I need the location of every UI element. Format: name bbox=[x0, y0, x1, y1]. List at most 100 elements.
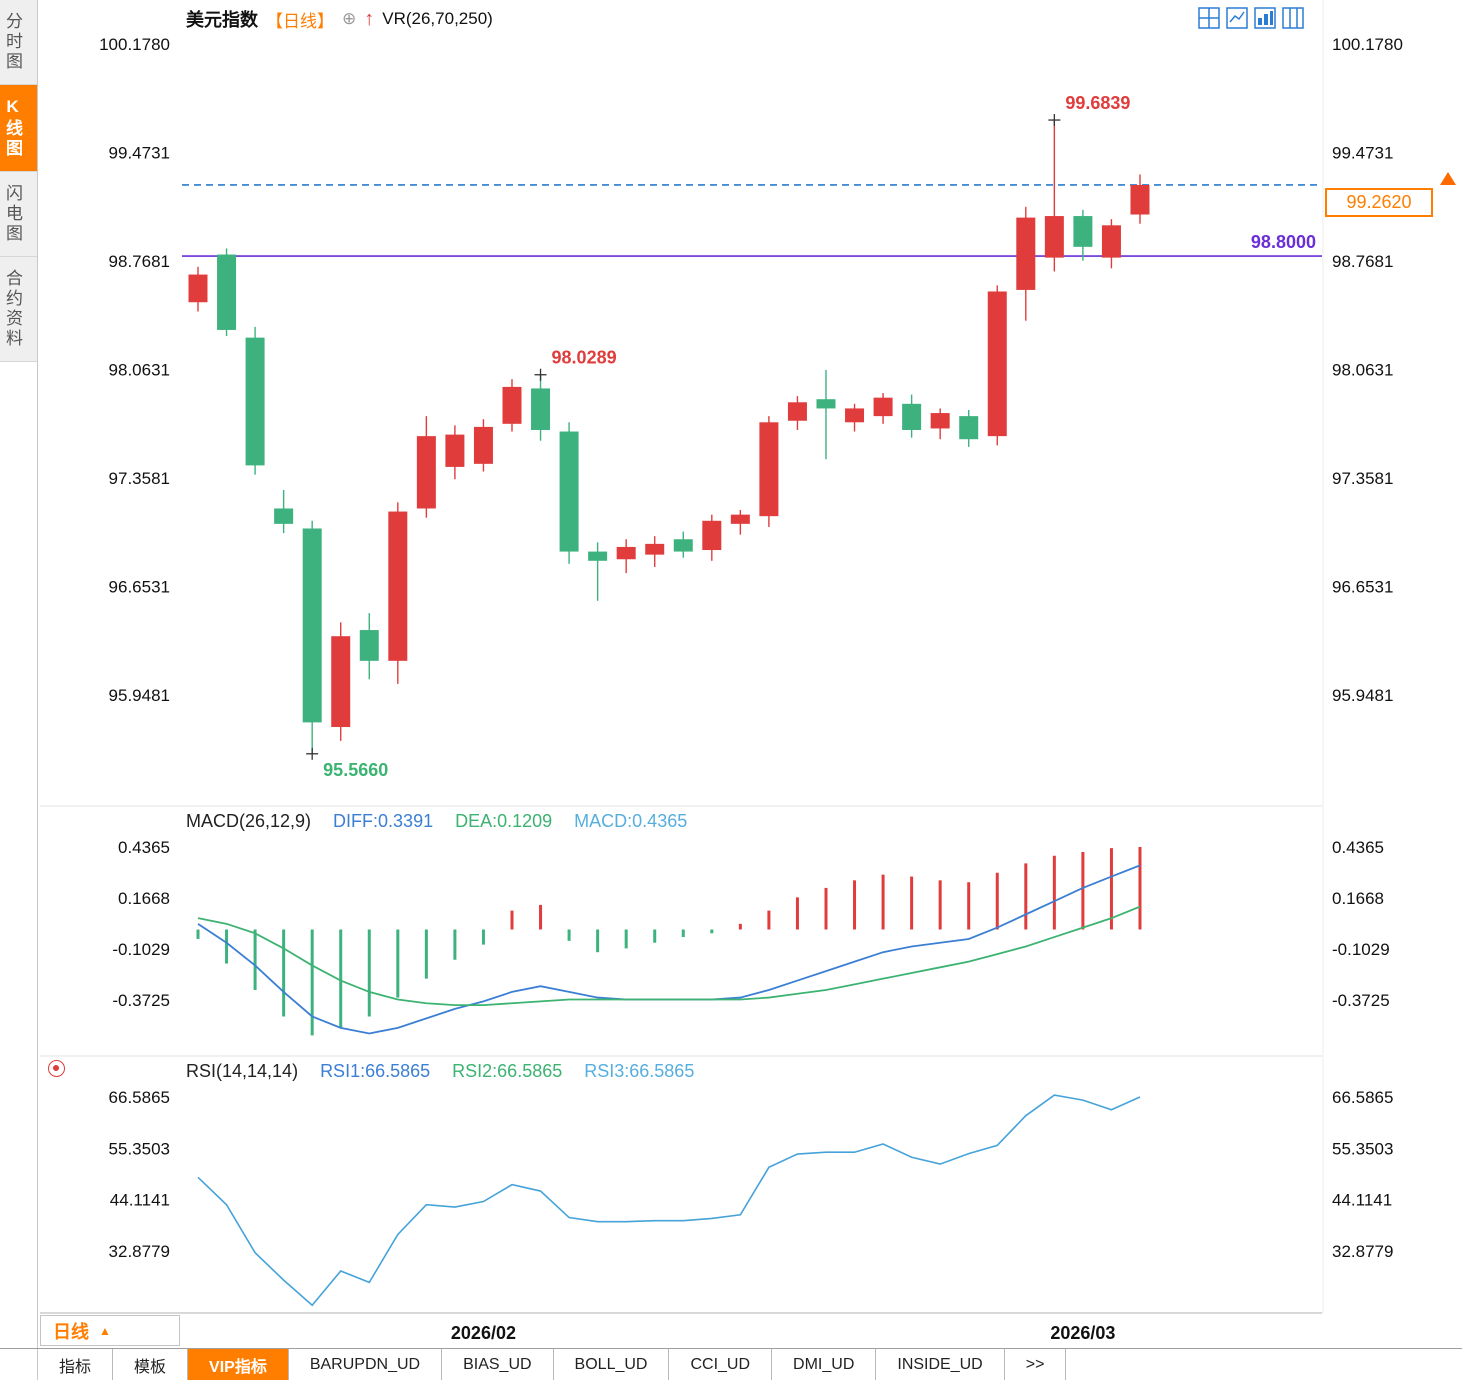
y-axis-label-right: 95.9481 bbox=[1332, 686, 1393, 705]
candle bbox=[702, 520, 722, 551]
up-arrow-icon: ↑ bbox=[364, 8, 375, 30]
y-axis-label-right: 66.5865 bbox=[1332, 1088, 1393, 1107]
macd-dea-value: DEA:0.1209 bbox=[455, 811, 553, 831]
candle bbox=[1130, 184, 1150, 215]
y-axis-label-right: 96.6531 bbox=[1332, 577, 1393, 596]
y-axis-label-left: 98.7681 bbox=[109, 252, 170, 271]
tabbar-spacer bbox=[0, 1349, 38, 1380]
sidebar-tab-flash-chart[interactable]: 闪电图 bbox=[0, 172, 37, 257]
price-annotation: 99.6839 bbox=[1065, 93, 1130, 113]
chart-layout-toolbar bbox=[1198, 7, 1304, 29]
bottom-tab-bar: 指标 模板 VIP指标 BARUPDN_UD BIAS_UD BOLL_UD C… bbox=[0, 1348, 1462, 1380]
tab-cci-ud[interactable]: CCI_UD bbox=[669, 1349, 773, 1380]
candle bbox=[987, 291, 1007, 437]
rsi2-value: RSI2:66.5865 bbox=[452, 1061, 563, 1081]
layout-line-icon[interactable] bbox=[1226, 7, 1248, 29]
price-up-triangle-icon bbox=[1440, 172, 1456, 185]
y-axis-label-right: 0.4365 bbox=[1332, 838, 1384, 857]
candle bbox=[302, 528, 322, 723]
tab-templates[interactable]: 模板 bbox=[113, 1349, 189, 1380]
x-axis-label: 2026/02 bbox=[451, 1323, 516, 1343]
candle bbox=[1044, 216, 1064, 258]
candle bbox=[673, 539, 693, 552]
candle bbox=[359, 630, 379, 661]
candle bbox=[217, 254, 237, 330]
candle bbox=[274, 508, 294, 524]
rsi1-value: RSI1:66.5865 bbox=[320, 1061, 431, 1081]
hline-label: 98.8000 bbox=[1251, 232, 1316, 252]
layout-bars-icon[interactable] bbox=[1254, 7, 1276, 29]
candle bbox=[930, 413, 950, 429]
candle bbox=[188, 274, 208, 303]
sidebar-tab-contract-info[interactable]: 合约资料 bbox=[0, 257, 37, 362]
macd-title[interactable]: MACD(26,12,9) bbox=[186, 811, 312, 831]
candle bbox=[531, 388, 551, 430]
y-axis-label-left: 97.3581 bbox=[109, 469, 170, 488]
y-axis-label-left: 0.4365 bbox=[118, 838, 170, 857]
candle bbox=[730, 514, 750, 524]
y-axis-label-left: 55.3503 bbox=[109, 1139, 170, 1158]
candle bbox=[416, 436, 436, 509]
y-axis-label-left: -0.3725 bbox=[112, 991, 170, 1010]
candle bbox=[1073, 216, 1093, 247]
sidebar-tab-kline-chart[interactable]: K线图 bbox=[0, 85, 37, 172]
symbol-title: 美元指数 bbox=[186, 10, 258, 30]
period-label[interactable]: 【日线】 bbox=[266, 11, 334, 31]
y-axis-label-right: 97.3581 bbox=[1332, 469, 1393, 488]
y-axis-label-right: 98.7681 bbox=[1332, 252, 1393, 271]
tab-dmi-ud[interactable]: DMI_UD bbox=[772, 1349, 877, 1380]
candle bbox=[1101, 225, 1121, 258]
candle bbox=[959, 416, 979, 440]
y-axis-label-right: -0.1029 bbox=[1332, 940, 1390, 959]
tab-vip-indicators[interactable]: VIP指标 bbox=[188, 1349, 289, 1380]
y-axis-label-left: 98.0631 bbox=[109, 360, 170, 379]
y-axis-label-left: 44.1141 bbox=[110, 1191, 170, 1210]
tab-inside-ud[interactable]: INSIDE_UD bbox=[876, 1349, 1005, 1380]
candle bbox=[473, 426, 493, 464]
y-axis-label-right: 100.1780 bbox=[1332, 35, 1403, 54]
candle bbox=[331, 636, 351, 728]
macd-header: MACD(26,12,9) DIFF:0.3391 DEA:0.1209 MAC… bbox=[186, 811, 687, 832]
price-annotation: 95.5660 bbox=[323, 760, 388, 780]
y-axis-label-left: -0.1029 bbox=[112, 940, 170, 959]
tab-barupdn-ud[interactable]: BARUPDN_UD bbox=[288, 1349, 443, 1380]
chart-title-bar: 美元指数 【日线】 ⊕ ↑ VR(26,70,250) bbox=[186, 6, 493, 32]
indicator-marker-icon[interactable] bbox=[48, 1060, 65, 1077]
candle bbox=[588, 551, 608, 561]
y-axis-label-left: 100.1780 bbox=[99, 35, 170, 54]
tab-indicators[interactable]: 指标 bbox=[38, 1349, 114, 1380]
period-selector[interactable]: 日线 ▲ bbox=[40, 1315, 180, 1346]
sidebar-tab-minute-chart[interactable]: 分时图 bbox=[0, 0, 37, 85]
rsi-line bbox=[197, 1094, 1141, 1307]
y-axis-label-right: 55.3503 bbox=[1332, 1139, 1393, 1158]
candle bbox=[645, 543, 665, 555]
candle bbox=[388, 511, 408, 661]
chart-canvas[interactable]: 98.8000 99.6839 98.0289 95.5660 100.1780 100.… bbox=[0, 0, 1462, 1348]
add-indicator-icon[interactable]: ⊕ bbox=[342, 9, 357, 28]
layout-quad-icon[interactable] bbox=[1198, 7, 1220, 29]
candle bbox=[759, 422, 779, 517]
macd-macd-value: MACD:0.4365 bbox=[574, 811, 688, 831]
overlay-indicator-label[interactable]: VR(26,70,250) bbox=[382, 9, 493, 28]
rsi3-value: RSI3:66.5865 bbox=[584, 1061, 695, 1081]
y-axis-label-right: -0.3725 bbox=[1332, 991, 1390, 1010]
candle bbox=[559, 431, 579, 552]
y-axis-label-left: 95.9481 bbox=[109, 686, 170, 705]
y-axis-label-left: 66.5865 bbox=[109, 1088, 170, 1107]
candle bbox=[445, 434, 465, 467]
tab-more[interactable]: >> bbox=[1004, 1349, 1067, 1380]
layout-split-icon[interactable] bbox=[1282, 7, 1304, 29]
rsi-title[interactable]: RSI(14,14,14) bbox=[186, 1061, 299, 1081]
y-axis-label-right: 0.1668 bbox=[1332, 889, 1384, 908]
candle bbox=[245, 337, 265, 466]
period-selector-label: 日线 bbox=[53, 1321, 89, 1342]
y-axis-label-right: 99.4731 bbox=[1332, 143, 1393, 162]
candle bbox=[502, 386, 522, 424]
candle bbox=[873, 397, 893, 417]
y-axis-label-left: 32.8779 bbox=[109, 1242, 170, 1261]
y-axis-label-left: 99.4731 bbox=[109, 143, 170, 162]
left-sidebar: 分时图 K线图 闪电图 合约资料 bbox=[0, 0, 38, 1380]
tab-boll-ud[interactable]: BOLL_UD bbox=[553, 1349, 670, 1380]
y-axis-label-left: 96.6531 bbox=[109, 577, 170, 596]
tab-bias-ud[interactable]: BIAS_UD bbox=[442, 1349, 554, 1380]
